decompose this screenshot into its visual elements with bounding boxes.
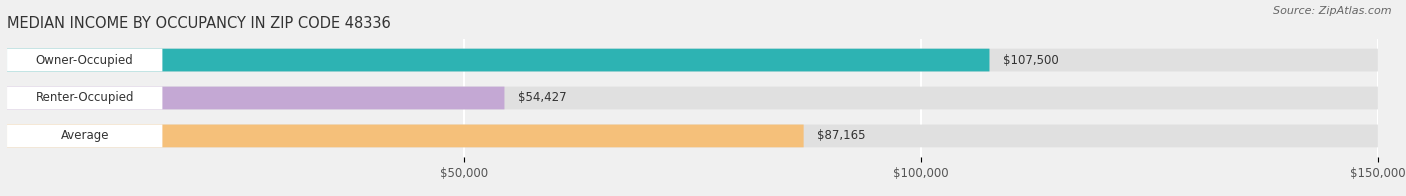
FancyBboxPatch shape bbox=[7, 49, 1378, 72]
FancyBboxPatch shape bbox=[7, 49, 990, 72]
FancyBboxPatch shape bbox=[7, 87, 163, 109]
Text: Renter-Occupied: Renter-Occupied bbox=[35, 92, 134, 104]
Text: MEDIAN INCOME BY OCCUPANCY IN ZIP CODE 48336: MEDIAN INCOME BY OCCUPANCY IN ZIP CODE 4… bbox=[7, 16, 391, 31]
FancyBboxPatch shape bbox=[7, 124, 1378, 147]
Text: Source: ZipAtlas.com: Source: ZipAtlas.com bbox=[1274, 6, 1392, 16]
FancyBboxPatch shape bbox=[7, 49, 163, 72]
Text: $87,165: $87,165 bbox=[817, 129, 866, 142]
Text: $54,427: $54,427 bbox=[519, 92, 567, 104]
FancyBboxPatch shape bbox=[7, 124, 163, 147]
FancyBboxPatch shape bbox=[7, 87, 1378, 109]
Text: Owner-Occupied: Owner-Occupied bbox=[35, 54, 134, 67]
Text: $107,500: $107,500 bbox=[1004, 54, 1059, 67]
Text: Average: Average bbox=[60, 129, 108, 142]
FancyBboxPatch shape bbox=[7, 124, 804, 147]
FancyBboxPatch shape bbox=[7, 87, 505, 109]
